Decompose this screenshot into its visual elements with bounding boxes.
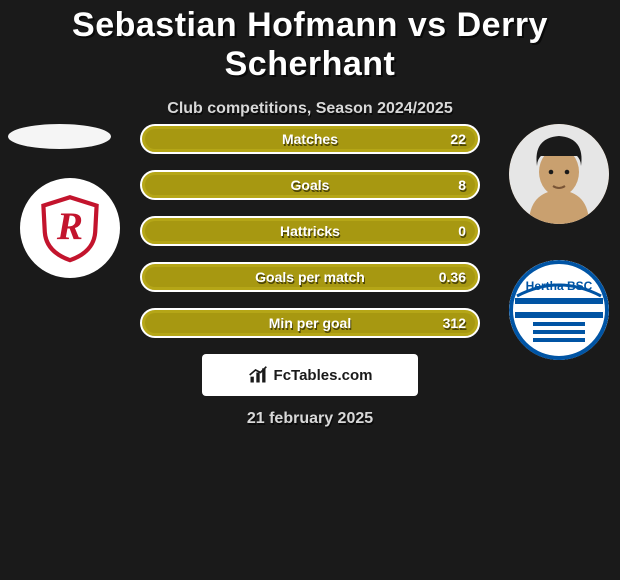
brand-link[interactable]: FcTables.com	[202, 354, 418, 396]
brand-text: FcTables.com	[274, 367, 373, 384]
stat-value: 0	[458, 223, 466, 239]
stat-label: Goals	[291, 177, 330, 193]
player-left-avatar	[8, 124, 111, 149]
comparison-card: Sebastian Hofmann vs Derry Scherhant Clu…	[0, 0, 620, 580]
stats-rows: Matches 22 Goals 8 Hattricks 0 Goals per…	[140, 124, 480, 354]
stat-row: Goals 8	[140, 170, 480, 200]
page-title: Sebastian Hofmann vs Derry Scherhant	[0, 0, 620, 84]
stat-row: Goals per match 0.36	[140, 262, 480, 292]
stat-row: Matches 22	[140, 124, 480, 154]
stat-label: Hattricks	[280, 223, 340, 239]
club-left-icon: R	[35, 193, 105, 263]
club-right-badge: Hertha BSC	[509, 260, 609, 360]
subtitle: Club competitions, Season 2024/2025	[0, 100, 620, 118]
stat-value: 312	[443, 315, 466, 331]
stat-value: 8	[458, 177, 466, 193]
bar-chart-icon	[248, 365, 268, 385]
player-right-avatar-icon	[509, 124, 609, 224]
stat-value: 0.36	[439, 269, 466, 285]
stat-label: Min per goal	[269, 315, 351, 331]
club-right-icon: Hertha BSC	[509, 260, 609, 360]
club-right-name: Hertha BSC	[526, 279, 593, 293]
svg-text:R: R	[56, 205, 83, 248]
stat-label: Matches	[282, 131, 338, 147]
club-left-badge: R	[20, 178, 120, 278]
stat-label: Goals per match	[255, 269, 365, 285]
date-text: 21 february 2025	[247, 410, 373, 428]
stat-row: Hattricks 0	[140, 216, 480, 246]
stat-row: Min per goal 312	[140, 308, 480, 338]
player-right-avatar	[509, 124, 609, 224]
stat-value: 22	[450, 131, 466, 147]
